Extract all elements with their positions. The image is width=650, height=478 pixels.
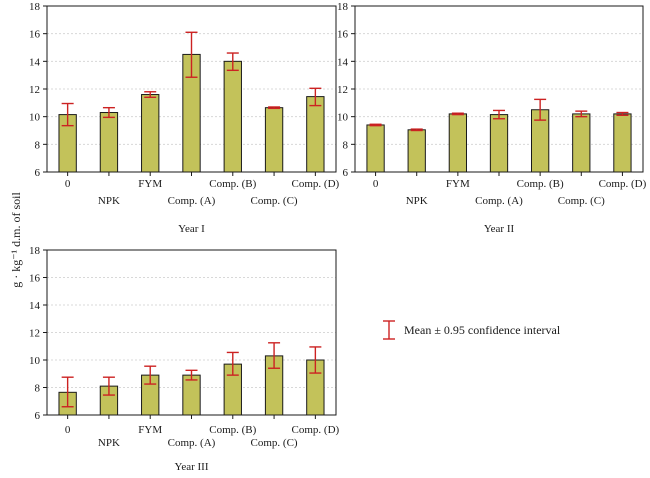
- y-tick-label: 16: [29, 273, 41, 285]
- y-tick-label: 14: [337, 56, 349, 68]
- x-tick-label: Comp. (C): [558, 195, 605, 207]
- x-tick-label: Comp. (A): [168, 437, 216, 449]
- x-tick-label: Comp. (B): [209, 178, 256, 190]
- x-tick-label: NPK: [98, 437, 120, 449]
- x-tick-label: Comp. (B): [209, 424, 256, 436]
- x-tick-label: Comp. (A): [168, 195, 216, 207]
- x-tick-label: Comp. (D): [292, 178, 340, 190]
- plot-frame: [46, 249, 337, 416]
- y-tick-label: 10: [337, 112, 349, 124]
- y-tick-label: 6: [35, 167, 41, 179]
- bar: [366, 124, 385, 173]
- x-tick-label: Comp. (D): [292, 424, 340, 436]
- x-tick-label: Comp. (B): [517, 178, 564, 190]
- x-tick-label: FYM: [446, 178, 470, 190]
- plot-frame: [354, 5, 644, 173]
- y-tick-label: 16: [29, 29, 41, 41]
- chart-panel-2: 6 8 10 12 14 16 18 0 NPK FYM Comp. (A) Comp. (B) Com…: [337, 1, 647, 235]
- y-tick-label: 18: [29, 245, 41, 257]
- y-tick-label: 12: [29, 84, 40, 96]
- bar: [141, 94, 160, 173]
- bar: [264, 107, 284, 173]
- bar: [306, 96, 325, 173]
- y-tick-label: 18: [29, 1, 41, 13]
- y-tick-label: 8: [35, 383, 41, 395]
- bar: [407, 129, 426, 173]
- x-tick-label: Comp. (A): [475, 195, 523, 207]
- bar: [572, 113, 591, 173]
- x-tick-label: NPK: [98, 195, 120, 207]
- y-tick-label: 6: [35, 410, 41, 422]
- x-tick-label: Comp. (D): [599, 178, 647, 190]
- bar: [448, 113, 467, 173]
- x-tick-label: NPK: [406, 195, 428, 207]
- y-tick-label: 18: [337, 1, 349, 13]
- panel-caption: Year III: [174, 461, 208, 473]
- x-tick-label: 0: [65, 178, 71, 190]
- y-tick-label: 10: [29, 112, 41, 124]
- y-tick-label: 12: [29, 328, 40, 340]
- y-tick-label: 10: [29, 355, 41, 367]
- x-tick-label: Comp. (C): [251, 195, 298, 207]
- legend-text: Mean ± 0.95 confidence interval: [404, 323, 561, 337]
- error-bar-icon: [383, 320, 395, 340]
- bar: [99, 112, 119, 173]
- bar: [613, 113, 632, 173]
- y-tick-label: 16: [337, 29, 349, 41]
- chart-panel-1: 6 8 10 12 14 16 18 0 NPK FYM Comp. (A) Comp. (B) Com…: [29, 1, 340, 235]
- panel-caption: Year II: [484, 223, 515, 235]
- plot-frame: [46, 5, 337, 173]
- x-tick-label: FYM: [138, 424, 162, 436]
- x-tick-label: Comp. (C): [251, 437, 298, 449]
- y-tick-label: 8: [35, 139, 41, 151]
- y-tick-label: 14: [29, 56, 41, 68]
- y-tick-label: 14: [29, 300, 41, 312]
- bar: [223, 60, 242, 173]
- y-tick-label: 8: [343, 139, 349, 151]
- legend: Mean ± 0.95 confidence interval: [383, 320, 561, 340]
- y-tick-label: 6: [343, 167, 349, 179]
- bar: [182, 374, 201, 416]
- y-tick-label: 12: [337, 84, 348, 96]
- panel-caption: Year I: [178, 223, 205, 235]
- y-axis-label: g · kg⁻¹ d.m. of soil: [9, 192, 23, 288]
- bar: [489, 114, 509, 173]
- x-tick-label: 0: [65, 424, 71, 436]
- x-tick-label: 0: [373, 178, 379, 190]
- x-tick-label: FYM: [138, 178, 162, 190]
